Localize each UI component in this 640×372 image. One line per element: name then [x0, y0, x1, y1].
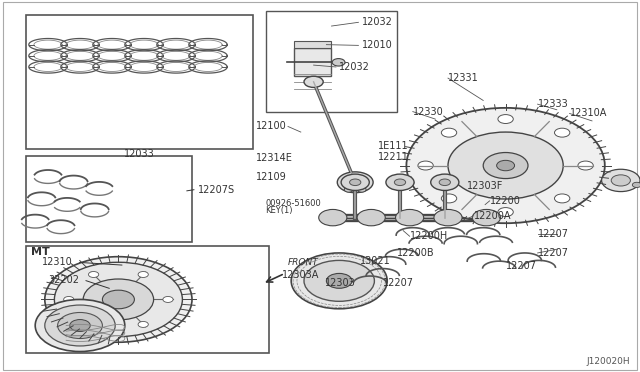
Text: 12207: 12207 — [538, 248, 568, 258]
Circle shape — [483, 153, 528, 179]
Text: 12330: 12330 — [413, 107, 444, 116]
Circle shape — [341, 174, 369, 190]
Bar — [294, 48, 331, 76]
Circle shape — [418, 161, 433, 170]
Bar — [26, 156, 192, 242]
Text: 12207S: 12207S — [198, 185, 236, 195]
Circle shape — [357, 209, 385, 226]
Circle shape — [396, 209, 424, 226]
Circle shape — [406, 108, 605, 223]
Text: 12211: 12211 — [378, 152, 408, 162]
Text: 12207: 12207 — [506, 261, 536, 271]
Circle shape — [346, 177, 364, 187]
Circle shape — [554, 194, 570, 203]
Text: MT: MT — [31, 247, 49, 257]
Text: 12303F: 12303F — [467, 181, 504, 191]
Circle shape — [102, 290, 134, 309]
Circle shape — [632, 182, 640, 187]
Circle shape — [386, 174, 414, 190]
Circle shape — [291, 253, 387, 309]
Circle shape — [45, 305, 115, 346]
Text: FRONT: FRONT — [288, 258, 319, 267]
Circle shape — [83, 279, 154, 320]
Text: 12032: 12032 — [339, 62, 370, 72]
Circle shape — [304, 76, 323, 87]
Circle shape — [337, 172, 373, 193]
Circle shape — [357, 187, 366, 192]
Circle shape — [88, 272, 99, 278]
Bar — [266, 11, 397, 112]
Text: 1E111: 1E111 — [378, 141, 408, 151]
Circle shape — [498, 115, 513, 124]
Circle shape — [58, 312, 102, 339]
Text: 12333: 12333 — [538, 99, 568, 109]
Text: 12200: 12200 — [490, 196, 520, 206]
Circle shape — [326, 273, 352, 288]
Circle shape — [35, 299, 125, 352]
Circle shape — [138, 321, 148, 327]
Circle shape — [578, 161, 593, 170]
Text: 12109: 12109 — [256, 172, 287, 182]
Circle shape — [349, 179, 361, 186]
Circle shape — [434, 209, 462, 226]
Circle shape — [472, 209, 500, 226]
Text: 12331: 12331 — [448, 73, 479, 83]
Circle shape — [442, 194, 457, 203]
Text: 32202: 32202 — [48, 275, 79, 285]
Bar — [352, 278, 361, 284]
Circle shape — [138, 272, 148, 278]
Text: 12010: 12010 — [362, 41, 392, 50]
Circle shape — [431, 174, 459, 190]
Text: KEY(1): KEY(1) — [266, 206, 293, 215]
Text: 00926-51600: 00926-51600 — [266, 199, 321, 208]
Bar — [26, 15, 253, 149]
Circle shape — [304, 260, 374, 301]
Text: 12303A: 12303A — [282, 270, 319, 279]
Circle shape — [64, 296, 74, 302]
Bar — [294, 41, 331, 48]
Text: 12200A: 12200A — [474, 211, 511, 221]
Circle shape — [442, 128, 457, 137]
Circle shape — [602, 169, 640, 192]
Text: 12207: 12207 — [538, 230, 568, 239]
Circle shape — [394, 179, 406, 186]
Text: 12310A: 12310A — [570, 109, 607, 118]
Circle shape — [344, 187, 353, 192]
Text: 12207: 12207 — [383, 279, 413, 288]
Text: 12032: 12032 — [362, 17, 392, 27]
Circle shape — [163, 296, 173, 302]
Text: 12310: 12310 — [42, 257, 72, 267]
Text: 12200B: 12200B — [397, 248, 435, 258]
Circle shape — [498, 208, 513, 217]
Text: 12200H: 12200H — [410, 231, 448, 241]
Circle shape — [448, 132, 563, 199]
Circle shape — [88, 321, 99, 327]
Circle shape — [611, 175, 630, 186]
Circle shape — [54, 262, 182, 337]
Circle shape — [319, 209, 347, 226]
Circle shape — [439, 179, 451, 186]
Circle shape — [497, 160, 515, 171]
Text: 13021: 13021 — [360, 256, 391, 266]
Circle shape — [70, 320, 90, 331]
Circle shape — [332, 58, 345, 66]
Text: 12303: 12303 — [325, 279, 356, 288]
Bar — [26, 246, 269, 353]
Text: J120020H: J120020H — [587, 357, 630, 366]
Circle shape — [45, 257, 192, 342]
Text: 12033: 12033 — [124, 149, 155, 159]
Circle shape — [554, 128, 570, 137]
Text: 12314E: 12314E — [256, 153, 293, 163]
Text: 12100: 12100 — [256, 122, 287, 131]
